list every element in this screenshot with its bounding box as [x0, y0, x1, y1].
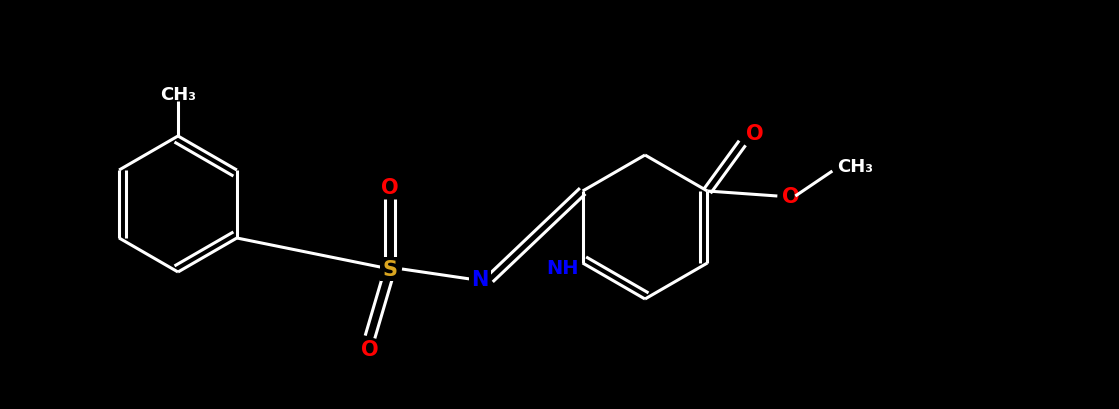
Text: CH₃: CH₃	[837, 157, 873, 175]
Text: O: O	[361, 339, 379, 359]
Text: O: O	[745, 124, 763, 144]
Text: O: O	[782, 187, 800, 207]
Text: S: S	[383, 259, 397, 279]
Text: N: N	[471, 270, 489, 289]
Text: NH: NH	[546, 259, 579, 278]
Text: O: O	[382, 178, 398, 198]
Text: CH₃: CH₃	[160, 86, 196, 104]
